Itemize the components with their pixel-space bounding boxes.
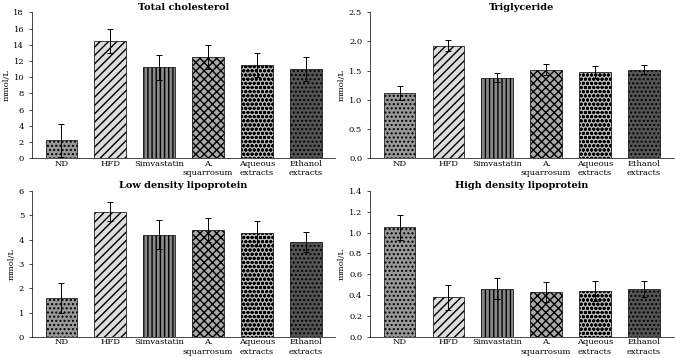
- Title: Low density lipoprotein: Low density lipoprotein: [120, 181, 248, 190]
- Y-axis label: mmol/L: mmol/L: [338, 69, 346, 101]
- Bar: [628, 289, 660, 337]
- Y-axis label: mmol/L: mmol/L: [8, 248, 16, 280]
- Bar: [143, 235, 175, 337]
- Title: Triglyceride: Triglyceride: [489, 3, 554, 11]
- Title: Total cholesterol: Total cholesterol: [138, 3, 229, 11]
- Bar: [192, 57, 224, 158]
- Title: High density lipoprotein: High density lipoprotein: [455, 181, 588, 190]
- Bar: [384, 93, 416, 158]
- Bar: [384, 227, 416, 337]
- Bar: [241, 65, 273, 158]
- Bar: [530, 69, 562, 158]
- Bar: [481, 289, 513, 337]
- Bar: [45, 140, 77, 158]
- Bar: [241, 233, 273, 337]
- Bar: [45, 298, 77, 337]
- Bar: [579, 72, 611, 158]
- Bar: [95, 212, 126, 337]
- Bar: [628, 69, 660, 158]
- Bar: [290, 242, 322, 337]
- Bar: [143, 67, 175, 158]
- Y-axis label: mmol/L: mmol/L: [338, 248, 346, 280]
- Bar: [530, 292, 562, 337]
- Bar: [579, 291, 611, 337]
- Bar: [433, 297, 464, 337]
- Bar: [433, 45, 464, 158]
- Bar: [290, 69, 322, 158]
- Bar: [481, 78, 513, 158]
- Y-axis label: mmol/L: mmol/L: [3, 69, 11, 101]
- Bar: [192, 230, 224, 337]
- Bar: [95, 41, 126, 158]
